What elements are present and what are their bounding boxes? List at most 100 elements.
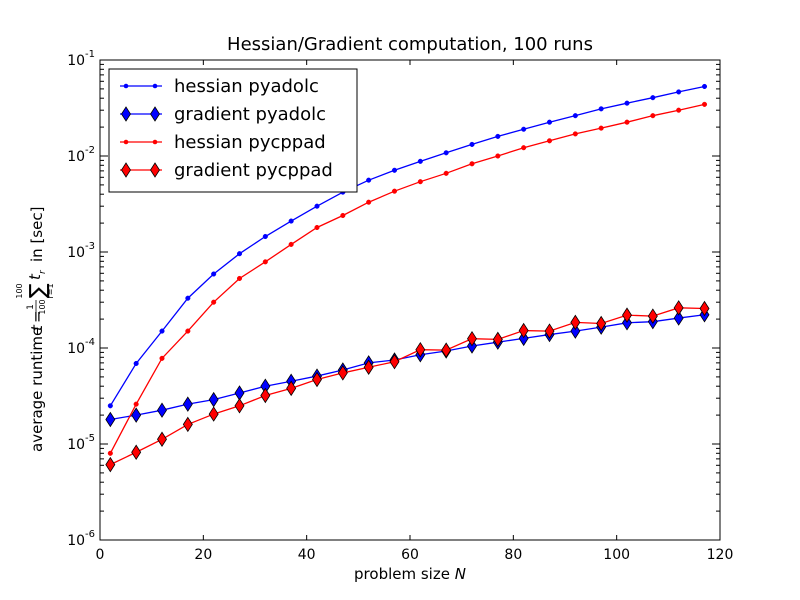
y-tick-label: 10-5 bbox=[67, 433, 95, 453]
data-point-dot bbox=[598, 106, 604, 112]
series-line bbox=[109, 85, 705, 407]
y-tick-base: 10 bbox=[67, 245, 85, 261]
data-point-dot bbox=[443, 170, 449, 176]
y-tick-base: 10 bbox=[67, 437, 85, 453]
data-point-diamond bbox=[389, 353, 400, 370]
legend-entry: hessian pyadolc bbox=[120, 76, 319, 97]
x-axis-label-var: N bbox=[455, 565, 466, 583]
data-point-dot bbox=[521, 126, 527, 132]
y-label-sum-lower: r=1 bbox=[46, 283, 55, 298]
legend-entry: gradient pycppad bbox=[120, 160, 333, 181]
legend: hessian pyadolc gradient pyadolc hessian p… bbox=[108, 68, 358, 193]
data-point-diamond bbox=[596, 315, 607, 332]
data-point-diamond bbox=[622, 307, 632, 323]
legend-marker-dot bbox=[152, 139, 158, 145]
data-point-dot bbox=[443, 150, 449, 156]
data-point-diamond bbox=[544, 323, 555, 339]
data-point-diamond bbox=[208, 406, 219, 422]
x-tick-label: 80 bbox=[504, 547, 522, 563]
data-point-dot bbox=[185, 295, 191, 301]
data-point-diamond bbox=[647, 308, 658, 324]
y-tick-base: 10 bbox=[67, 53, 85, 69]
data-point-diamond bbox=[570, 314, 581, 331]
data-point-diamond bbox=[415, 341, 426, 358]
data-point-dot bbox=[495, 133, 501, 139]
data-point-diamond bbox=[182, 396, 193, 412]
y-label-denominator: 100 bbox=[38, 299, 47, 314]
data-point-dot bbox=[211, 299, 217, 305]
data-point-dot bbox=[133, 360, 139, 367]
data-point-dot bbox=[469, 141, 475, 147]
data-point-dot bbox=[572, 113, 578, 119]
data-point-dot bbox=[211, 271, 217, 277]
y-tick-base: 10 bbox=[67, 533, 85, 549]
series-2 bbox=[107, 101, 708, 456]
data-point-diamond bbox=[441, 342, 452, 358]
y-tick-exponent: -2 bbox=[85, 145, 95, 156]
y-tick-label: 10-4 bbox=[67, 337, 95, 357]
data-point-dot bbox=[701, 83, 708, 90]
data-point-dot bbox=[546, 138, 553, 144]
data-point-dot bbox=[262, 259, 268, 265]
data-point-dot bbox=[417, 179, 423, 185]
data-point-dot bbox=[624, 119, 630, 125]
data-point-dot bbox=[701, 101, 708, 107]
data-point-diamond bbox=[157, 402, 167, 418]
legend-entry: hessian pycppad bbox=[120, 132, 326, 153]
data-point-diamond bbox=[312, 371, 322, 388]
data-point-dot bbox=[572, 131, 578, 137]
data-point-dot bbox=[288, 218, 294, 224]
data-point-dot bbox=[185, 328, 191, 334]
data-point-dot bbox=[159, 328, 165, 334]
x-tick-label: 60 bbox=[401, 547, 419, 563]
data-point-dot bbox=[546, 119, 553, 125]
x-tick-label: 0 bbox=[96, 547, 105, 563]
y-label-suffix: in [sec] bbox=[28, 207, 46, 262]
legend-marker-dot bbox=[152, 83, 158, 89]
y-label-numerator: 1 bbox=[26, 304, 36, 310]
y-tick-label: 10-3 bbox=[67, 241, 95, 261]
data-point-dot bbox=[262, 233, 268, 240]
chart-title: Hessian/Gradient computation, 100 runs bbox=[227, 34, 593, 55]
x-axis-label: problem size N bbox=[354, 565, 466, 583]
data-point-diamond bbox=[260, 387, 271, 404]
y-label-t: t bbox=[28, 324, 46, 331]
data-point-dot bbox=[624, 100, 630, 106]
data-point-diamond bbox=[182, 416, 193, 433]
data-point-diamond bbox=[150, 162, 160, 178]
data-point-diamond bbox=[286, 380, 297, 397]
data-point-dot bbox=[676, 89, 682, 95]
series-3 bbox=[105, 300, 710, 473]
data-point-dot bbox=[107, 403, 113, 409]
data-point-dot bbox=[314, 224, 320, 231]
y-tick-base: 10 bbox=[67, 341, 85, 357]
data-point-diamond bbox=[570, 323, 581, 339]
y-label-tr-subscript: r bbox=[38, 269, 48, 274]
data-point-dot bbox=[495, 153, 501, 159]
data-point-diamond bbox=[363, 359, 374, 376]
y-tick-label: 10-6 bbox=[67, 529, 95, 549]
legend-marker-dot bbox=[123, 139, 129, 145]
y-tick-label: 10-1 bbox=[67, 49, 95, 69]
data-point-diamond bbox=[157, 431, 167, 448]
x-tick-label: 100 bbox=[603, 547, 630, 563]
data-point-dot bbox=[521, 145, 527, 151]
data-point-dot bbox=[366, 199, 372, 205]
data-point-diamond bbox=[150, 106, 160, 122]
data-point-diamond bbox=[699, 300, 710, 317]
data-point-diamond bbox=[121, 162, 131, 178]
y-tick-exponent: -1 bbox=[85, 49, 95, 60]
legend-entry: gradient pyadolc bbox=[120, 104, 326, 125]
series-0 bbox=[107, 83, 708, 409]
y-label-tr: t bbox=[26, 273, 44, 280]
data-point-diamond bbox=[234, 398, 245, 414]
data-point-diamond bbox=[467, 330, 477, 347]
data-point-dot bbox=[417, 158, 423, 164]
data-point-dot bbox=[650, 113, 656, 119]
data-point-dot bbox=[469, 161, 475, 167]
y-tick-exponent: -6 bbox=[85, 529, 95, 540]
data-point-diamond bbox=[492, 331, 503, 348]
data-point-diamond bbox=[105, 456, 116, 473]
